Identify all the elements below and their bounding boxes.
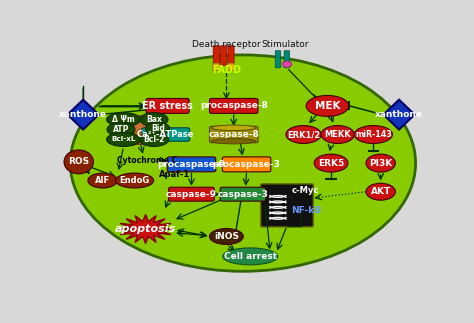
Text: Cell arrest: Cell arrest bbox=[224, 252, 277, 261]
Text: AIF: AIF bbox=[95, 176, 110, 185]
Text: ER stress: ER stress bbox=[142, 101, 193, 111]
Text: MEK: MEK bbox=[315, 101, 340, 111]
Text: FADD: FADD bbox=[212, 65, 241, 75]
FancyBboxPatch shape bbox=[213, 63, 220, 70]
Circle shape bbox=[282, 61, 292, 68]
FancyBboxPatch shape bbox=[167, 157, 216, 172]
Ellipse shape bbox=[212, 125, 256, 130]
Text: iNOS: iNOS bbox=[214, 232, 239, 241]
Ellipse shape bbox=[64, 150, 93, 174]
Ellipse shape bbox=[139, 132, 169, 146]
FancyBboxPatch shape bbox=[213, 46, 219, 65]
Ellipse shape bbox=[321, 126, 354, 143]
FancyBboxPatch shape bbox=[261, 184, 313, 227]
FancyBboxPatch shape bbox=[210, 126, 258, 143]
Text: Apaf-1: Apaf-1 bbox=[159, 170, 191, 179]
Ellipse shape bbox=[314, 154, 348, 172]
Ellipse shape bbox=[223, 248, 278, 265]
Ellipse shape bbox=[107, 132, 140, 146]
Ellipse shape bbox=[116, 173, 154, 188]
Text: c-Myc: c-Myc bbox=[292, 186, 319, 195]
Ellipse shape bbox=[366, 183, 395, 200]
Text: NF-kB: NF-kB bbox=[292, 206, 321, 215]
Text: Stimulator: Stimulator bbox=[262, 40, 309, 49]
Text: Death receptor: Death receptor bbox=[192, 40, 261, 49]
Ellipse shape bbox=[306, 96, 349, 116]
FancyBboxPatch shape bbox=[210, 99, 258, 113]
Text: Bcl-2: Bcl-2 bbox=[143, 135, 164, 144]
Text: xanthone: xanthone bbox=[375, 110, 423, 119]
Polygon shape bbox=[67, 100, 99, 130]
Ellipse shape bbox=[212, 139, 256, 144]
Text: PI3K: PI3K bbox=[369, 159, 392, 168]
Ellipse shape bbox=[107, 122, 135, 137]
Text: caspase-3: caspase-3 bbox=[218, 190, 268, 199]
Text: xanthone: xanthone bbox=[59, 110, 107, 119]
FancyBboxPatch shape bbox=[220, 46, 227, 65]
Text: Δ Ψm: Δ Ψm bbox=[112, 115, 135, 124]
Text: procaspase-8: procaspase-8 bbox=[200, 101, 268, 110]
Ellipse shape bbox=[210, 229, 243, 245]
Text: MEKK: MEKK bbox=[324, 130, 351, 139]
Text: caspase-9: caspase-9 bbox=[166, 190, 217, 199]
FancyBboxPatch shape bbox=[222, 157, 271, 172]
FancyBboxPatch shape bbox=[146, 99, 189, 113]
Ellipse shape bbox=[140, 113, 168, 127]
Text: Bax: Bax bbox=[146, 115, 162, 124]
Text: EndoG: EndoG bbox=[119, 176, 150, 185]
Text: miR-143: miR-143 bbox=[355, 130, 392, 139]
Polygon shape bbox=[383, 100, 415, 130]
Text: Bcl-xL: Bcl-xL bbox=[111, 137, 136, 142]
Ellipse shape bbox=[107, 113, 140, 127]
Text: Bid: Bid bbox=[151, 124, 164, 133]
Text: AKT: AKT bbox=[371, 187, 391, 196]
Text: procaspase-3: procaspase-3 bbox=[213, 160, 281, 169]
Ellipse shape bbox=[366, 154, 395, 172]
Text: ATP: ATP bbox=[113, 125, 129, 134]
FancyBboxPatch shape bbox=[284, 51, 290, 68]
Ellipse shape bbox=[116, 116, 165, 144]
FancyBboxPatch shape bbox=[142, 128, 190, 141]
FancyBboxPatch shape bbox=[169, 187, 214, 201]
Text: Cytochrome C: Cytochrome C bbox=[117, 156, 178, 165]
Text: apoptosis: apoptosis bbox=[115, 224, 176, 234]
Polygon shape bbox=[118, 214, 173, 244]
Text: ERK5: ERK5 bbox=[318, 159, 344, 168]
Ellipse shape bbox=[286, 126, 321, 143]
Ellipse shape bbox=[354, 126, 392, 143]
FancyBboxPatch shape bbox=[228, 63, 235, 70]
Text: caspase-8: caspase-8 bbox=[208, 130, 259, 139]
FancyBboxPatch shape bbox=[275, 51, 281, 68]
Ellipse shape bbox=[146, 122, 170, 135]
Text: ERK1/2: ERK1/2 bbox=[287, 130, 320, 139]
FancyBboxPatch shape bbox=[228, 46, 234, 65]
Text: Ca²⁺-ATPase: Ca²⁺-ATPase bbox=[137, 130, 194, 139]
FancyBboxPatch shape bbox=[220, 187, 266, 201]
Ellipse shape bbox=[88, 173, 117, 188]
Text: procaspase-9: procaspase-9 bbox=[157, 160, 226, 169]
Text: ROS: ROS bbox=[68, 157, 89, 166]
Ellipse shape bbox=[70, 55, 416, 271]
